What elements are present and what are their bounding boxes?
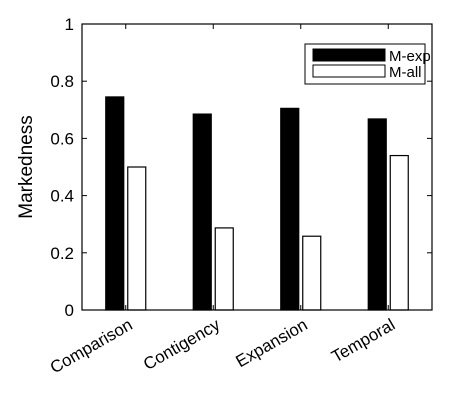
legend: M-exp M-all <box>304 43 431 85</box>
y-tick-label: 0.2 <box>50 244 74 263</box>
legend-swatch-m-all <box>312 64 386 78</box>
x-tick-label-temporal: Temporal <box>328 315 398 366</box>
bar-m-all-temporal <box>389 154 409 311</box>
bars-layer <box>105 96 409 311</box>
x-tick-label-contigency: Contigency <box>140 315 224 374</box>
legend-label-m-all: M-all <box>389 64 422 81</box>
bar-m-all-expansion <box>302 235 322 311</box>
y-axis-title: Markedness <box>16 115 37 219</box>
bar-m-exp-contigency <box>192 113 212 311</box>
legend-swatch-m-exp <box>312 48 386 62</box>
y-tick-label: 0.6 <box>50 129 74 148</box>
bar-m-all-comparison <box>127 166 147 311</box>
legend-label-m-exp: M-exp <box>389 48 431 65</box>
bar-m-exp-comparison <box>105 96 125 311</box>
y-tick-label: 0.8 <box>50 72 74 91</box>
bar-m-all-contigency <box>214 227 234 311</box>
x-tick-label-expansion: Expansion <box>232 315 310 371</box>
x-tick-label-comparison: Comparison <box>47 315 136 377</box>
bar-m-exp-temporal <box>367 118 387 311</box>
plot-frame <box>81 23 433 311</box>
y-tick-label: 0 <box>65 301 74 320</box>
y-tick-label: 0.4 <box>50 187 74 206</box>
y-tick-label: 1 <box>65 15 74 34</box>
bar-m-exp-expansion <box>280 107 300 311</box>
